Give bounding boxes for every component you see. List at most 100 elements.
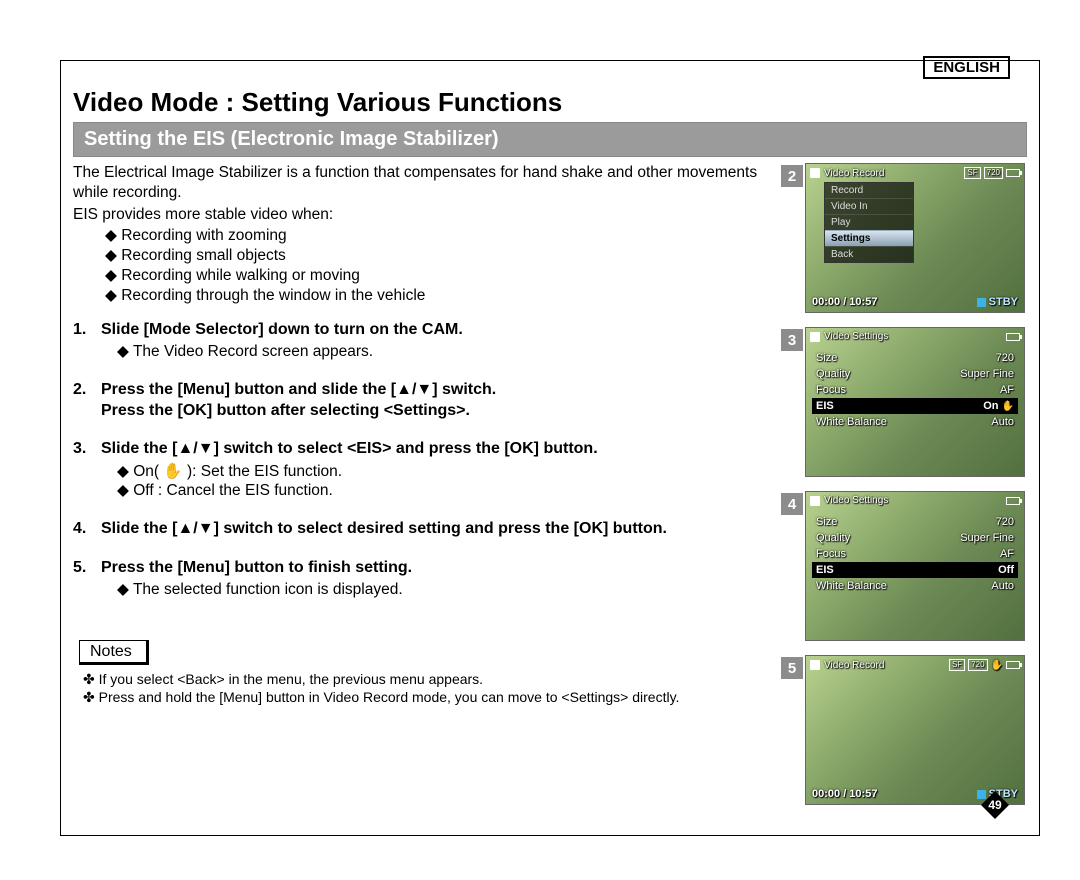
setting-value: Auto [991, 580, 1014, 592]
screen-title: Video Settings [824, 331, 888, 342]
screen-thumbnail: 4 Video Settings Size 720Quality S [805, 491, 1027, 641]
setting-key: Focus [816, 384, 846, 396]
settings-row: Size 720 [812, 350, 1018, 366]
step-3: 3. Slide the [▲/▼] switch to select <EIS… [73, 439, 795, 501]
settings-row: Focus AF [812, 546, 1018, 562]
setting-value: AF [1000, 548, 1014, 560]
menu-item: Play [825, 214, 913, 230]
step-1: 1. Slide [Mode Selector] down to turn on… [73, 320, 795, 362]
note-item: If you select <Back> in the menu, the pr… [83, 671, 795, 689]
setting-key: Size [816, 516, 837, 528]
bullet-item: Recording through the window in the vehi… [105, 286, 795, 306]
settings-row: Quality Super Fine [812, 366, 1018, 382]
bullet-item: Recording small objects [105, 246, 795, 266]
setting-key: Quality [816, 368, 850, 380]
setting-value: AF [1000, 384, 1014, 396]
screen-menu: RecordVideo InPlaySettingsBack [824, 182, 914, 263]
screen-title: Video Settings [824, 495, 888, 506]
status-text: STBY [977, 296, 1018, 308]
step-heading: Slide [Mode Selector] down to turn on th… [101, 320, 795, 340]
menu-item: Record [825, 183, 913, 198]
intro-text-2: EIS provides more stable video when: [73, 205, 795, 225]
settings-row: Focus AF [812, 382, 1018, 398]
menu-item: Back [825, 246, 913, 262]
step-sub-item: The Video Record screen appears. [117, 342, 795, 362]
step-2: 2. Press the [Menu] button and slide the… [73, 380, 795, 421]
camera-icon [810, 168, 820, 178]
settings-list: Size 720Quality Super FineFocus AFEIS On… [812, 350, 1018, 430]
battery-icon [1006, 169, 1020, 177]
eis-hand-icon: ✋ [1002, 401, 1014, 412]
camera-screen: Video Record SF 720 RecordVideo InPlaySet… [805, 163, 1025, 313]
step-heading: Press the [Menu] button to finish settin… [101, 558, 795, 578]
screen-title: Video Record [824, 660, 884, 671]
step-sub-item: The selected function icon is displayed. [117, 580, 795, 600]
settings-row: EIS Off [812, 562, 1018, 578]
screens-column: 2 Video Record SF720 RecordVideo InPlayS… [805, 163, 1027, 805]
setting-key: White Balance [816, 416, 887, 428]
setting-value: Super Fine [960, 368, 1014, 380]
screen-thumbnail: 5 Video Record SF720 ✋ 00:00 / 10:57 STB… [805, 655, 1027, 805]
status-pill: 720 [968, 659, 987, 671]
step-heading: Press the [Menu] button and slide the [▲… [101, 380, 795, 421]
battery-icon [1006, 497, 1020, 505]
camera-icon [810, 496, 820, 506]
settings-row: Quality Super Fine [812, 530, 1018, 546]
settings-row: Size 720 [812, 514, 1018, 530]
battery-icon [1006, 333, 1020, 341]
setting-value: On ✋ [983, 400, 1014, 412]
screen-step-number: 5 [781, 657, 803, 679]
text-column: The Electrical Image Stabilizer is a fun… [73, 163, 799, 805]
step-sub-item: On( ✋ ): Set the EIS function. [117, 462, 795, 482]
intro-bullets: Recording with zooming Recording small o… [73, 226, 795, 305]
note-item: Press and hold the [Menu] button in Vide… [83, 689, 795, 707]
camera-screen: Video Settings Size 720Quality Super Fin… [805, 491, 1025, 641]
setting-key: White Balance [816, 580, 887, 592]
step-4: 4. Slide the [▲/▼] switch to select desi… [73, 519, 795, 539]
setting-value: Auto [991, 416, 1014, 428]
setting-key: Size [816, 352, 837, 364]
step-sub-item: Off : Cancel the EIS function. [117, 481, 795, 501]
setting-key: EIS [816, 400, 834, 412]
camera-icon [810, 660, 820, 670]
manual-page: Video Mode : Setting Various Functions S… [60, 60, 1040, 836]
eis-hand-icon: ✋ [991, 660, 1003, 671]
camera-screen: Video Settings Size 720Quality Super Fin… [805, 327, 1025, 477]
screen-step-number: 4 [781, 493, 803, 515]
timecode: 00:00 / 10:57 [812, 296, 877, 308]
step-heading: Slide the [▲/▼] switch to select desired… [101, 519, 795, 539]
setting-key: Focus [816, 548, 846, 560]
setting-value: 720 [996, 352, 1014, 364]
camera-screen: Video Record SF720 ✋ 00:00 / 10:57 STBY [805, 655, 1025, 805]
setting-key: EIS [816, 564, 834, 576]
step-5: 5. Press the [Menu] button to finish set… [73, 558, 795, 600]
screen-step-number: 3 [781, 329, 803, 351]
settings-list: Size 720Quality Super FineFocus AFEIS Of… [812, 514, 1018, 594]
setting-key: Quality [816, 532, 850, 544]
menu-item: Video In [825, 198, 913, 214]
bullet-item: Recording with zooming [105, 226, 795, 246]
record-indicator-icon [977, 298, 986, 307]
timecode: 00:00 / 10:57 [812, 788, 877, 800]
status-pill: SF [949, 659, 965, 671]
setting-value: Off [998, 564, 1014, 576]
page-title: Video Mode : Setting Various Functions [73, 87, 1027, 118]
setting-value: 720 [996, 516, 1014, 528]
intro-text: The Electrical Image Stabilizer is a fun… [73, 163, 795, 203]
screen-bottom-bar: 00:00 / 10:57 STBY [812, 296, 1018, 308]
setting-value: Super Fine [960, 532, 1014, 544]
settings-row: White Balance Auto [812, 578, 1018, 594]
notes-label-box: Notes [79, 640, 149, 665]
step-heading: Slide the [▲/▼] switch to select <EIS> a… [101, 439, 795, 459]
bullet-item: Recording while walking or moving [105, 266, 795, 286]
screen-title: Video Record [824, 168, 884, 179]
settings-row: EIS On ✋ [812, 398, 1018, 414]
settings-row: White Balance Auto [812, 414, 1018, 430]
camera-icon [810, 332, 820, 342]
notes-list: If you select <Back> in the menu, the pr… [83, 671, 795, 707]
status-pill: 720 [984, 167, 1003, 179]
status-pill: SF [964, 167, 980, 179]
menu-item: Settings [825, 230, 913, 246]
screen-thumbnail: 2 Video Record SF720 RecordVideo InPlayS… [805, 163, 1027, 313]
steps-list: 1. Slide [Mode Selector] down to turn on… [73, 320, 795, 600]
